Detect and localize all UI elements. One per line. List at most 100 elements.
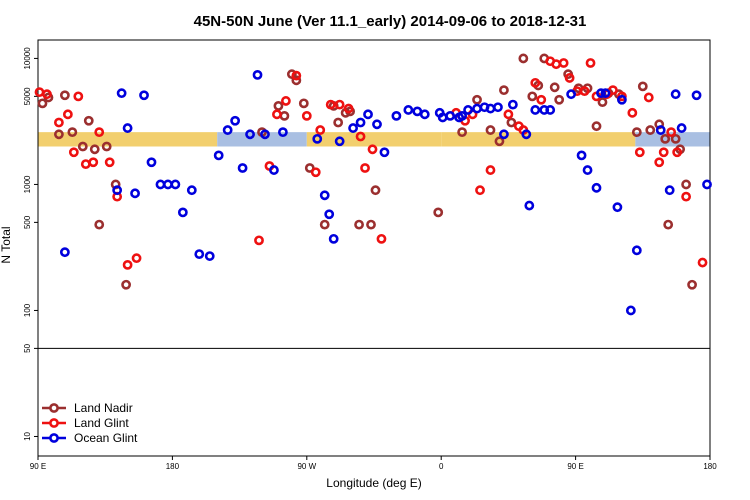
data-point <box>260 129 270 140</box>
data-point <box>485 165 496 175</box>
data-point <box>280 96 291 106</box>
data-point <box>366 219 376 230</box>
data-point <box>494 136 505 147</box>
data-point <box>658 147 669 158</box>
data-point <box>130 188 140 199</box>
data-point <box>664 185 675 196</box>
data-point <box>94 127 105 138</box>
data-point <box>530 77 541 88</box>
data-point <box>551 59 562 70</box>
y-tick-label: 1000 <box>23 175 32 193</box>
data-point <box>681 191 692 202</box>
data-point <box>54 117 64 128</box>
data-point <box>616 94 627 105</box>
data-point <box>530 105 541 115</box>
data-point <box>702 179 712 190</box>
data-point <box>245 129 255 140</box>
data-point <box>527 91 538 102</box>
x-axis-label: Longitude (deg E) <box>326 476 421 490</box>
data-point <box>333 117 344 128</box>
data-point <box>591 182 602 193</box>
data-point <box>681 179 692 190</box>
data-point <box>104 157 115 168</box>
data-point <box>360 163 370 173</box>
data-point <box>612 202 623 213</box>
data-point <box>697 257 708 268</box>
data-point <box>279 110 290 121</box>
data-point <box>272 109 282 120</box>
x-tick-label: 180 <box>166 462 180 471</box>
data-point <box>536 94 547 105</box>
data-point <box>334 99 345 110</box>
data-point <box>637 81 648 92</box>
data-point <box>582 165 593 175</box>
data-point <box>687 279 697 290</box>
data-point <box>503 109 514 120</box>
data-point <box>319 219 330 230</box>
y-tick-label: 10000 <box>23 47 32 70</box>
legend-item: Land Glint <box>42 416 129 430</box>
data-point <box>254 235 264 246</box>
data-point <box>564 73 575 83</box>
data-point <box>324 209 335 220</box>
data-point <box>676 123 687 133</box>
data-point <box>445 110 456 121</box>
data-point <box>670 133 681 144</box>
band-segment-0 <box>38 132 218 147</box>
data-point <box>457 127 468 138</box>
y-tick-label: 500 <box>23 215 32 229</box>
data-point <box>472 94 482 105</box>
x-tick-label: 90 W <box>297 462 316 471</box>
data-point <box>186 185 197 196</box>
data-point <box>325 99 336 110</box>
band-segment-2 <box>306 132 442 147</box>
data-point <box>625 305 636 316</box>
data-point <box>37 98 48 109</box>
y-tick-label: 10 <box>23 431 32 440</box>
data-point <box>372 119 382 130</box>
data-point <box>643 92 654 103</box>
y-tick-label: 100 <box>23 303 32 317</box>
data-point <box>42 89 52 100</box>
data-point <box>163 179 173 190</box>
data-point <box>230 115 241 126</box>
band-segment-3 <box>441 132 636 147</box>
y-tick-label: 5000 <box>23 87 32 105</box>
data-point <box>596 88 606 99</box>
data-point <box>691 90 702 101</box>
data-point <box>68 147 79 158</box>
data-point <box>672 147 683 158</box>
data-point <box>463 105 473 115</box>
data-point <box>566 89 577 100</box>
chart-title: 45N-50N June (Ver 11.1_early) 2014-09-06… <box>194 13 587 30</box>
data-point <box>94 219 105 230</box>
data-point <box>34 87 45 98</box>
data-point <box>286 69 297 80</box>
data-point <box>472 103 482 114</box>
data-point <box>660 133 671 144</box>
data-point <box>631 127 642 138</box>
data-point <box>101 141 112 152</box>
data-point <box>499 129 509 140</box>
data-point <box>77 141 88 152</box>
data-point <box>121 279 132 290</box>
data-point <box>194 249 205 260</box>
data-point <box>645 125 656 135</box>
data-point <box>204 251 215 261</box>
legend-marker <box>49 433 59 443</box>
data-point <box>379 147 390 158</box>
data-point <box>146 157 157 168</box>
data-point <box>278 127 288 138</box>
data-point <box>80 159 91 170</box>
data-point <box>506 117 517 128</box>
data-point <box>291 70 302 81</box>
data-point <box>634 147 645 158</box>
data-point <box>131 253 142 264</box>
series-land-glint <box>34 56 708 270</box>
data-point <box>549 82 560 93</box>
data-point <box>252 69 263 80</box>
data-point <box>67 127 78 138</box>
y-axis-label: N Total <box>0 226 13 263</box>
data-point <box>591 121 602 132</box>
